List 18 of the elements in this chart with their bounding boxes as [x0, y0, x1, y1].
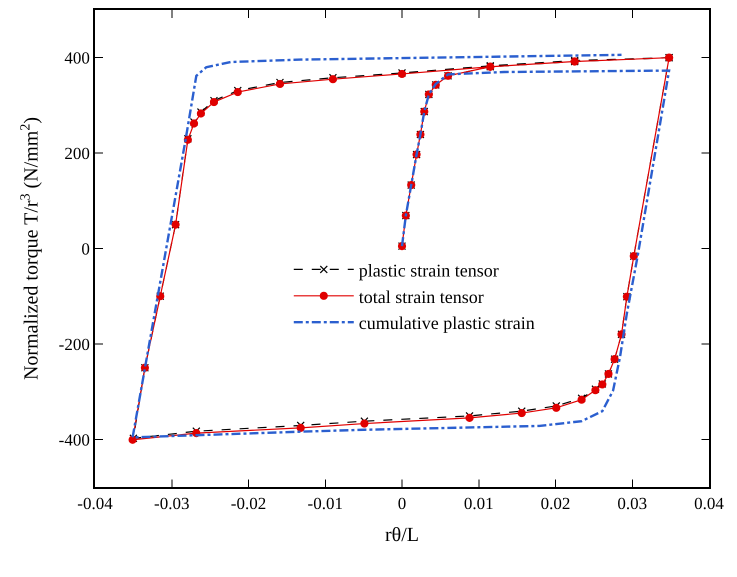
x-tick-label: -0.04	[77, 494, 114, 514]
y-tick-label: 0	[81, 239, 90, 258]
y-tick-label: -200	[58, 334, 90, 354]
y-tick-label: 200	[64, 144, 90, 164]
y-tick-label: 400	[64, 48, 90, 68]
x-tick-label: 0.03	[617, 494, 648, 514]
y-tick-label: -400	[58, 430, 90, 450]
legend-label: total strain tensor	[358, 286, 484, 307]
x-tick-label: -0.02	[230, 494, 266, 514]
x-tick-label: -0.01	[308, 494, 343, 514]
x-tick-label: 0	[398, 494, 406, 514]
x-tick-label: 0.01	[464, 494, 494, 514]
x-axis-title: rθ/L	[384, 524, 420, 546]
legend-label: plastic strain tensor	[358, 260, 499, 280]
x-tick-label: 0.04	[694, 494, 724, 514]
x-tick-label: 0.02	[540, 494, 570, 514]
legend-label: cumulative plastic strain	[358, 313, 535, 334]
x-tick-label: -0.03	[154, 494, 190, 514]
